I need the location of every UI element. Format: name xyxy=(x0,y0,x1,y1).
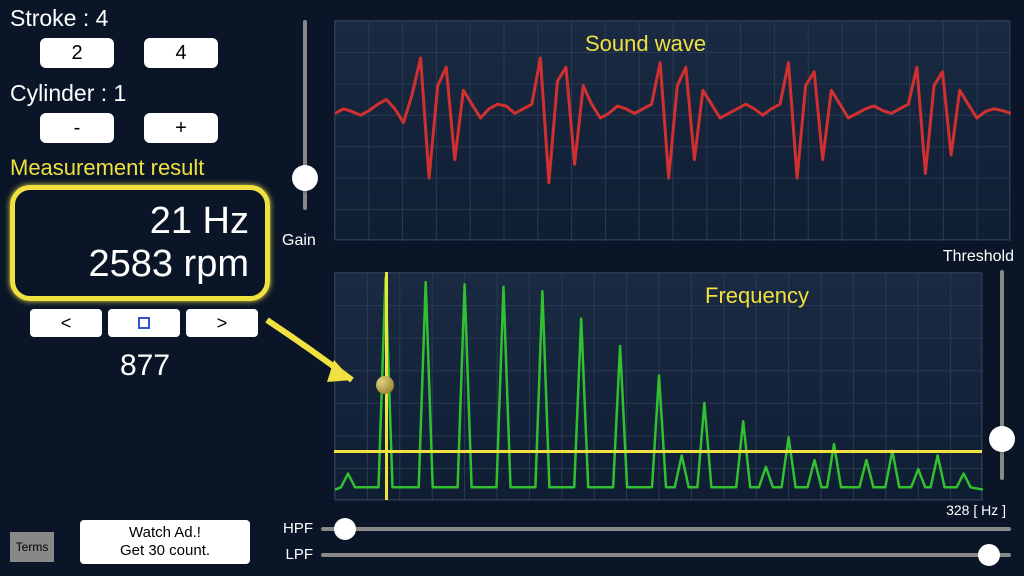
stop-icon xyxy=(138,317,150,329)
frequency-chart: Frequency xyxy=(334,272,982,500)
terms-button[interactable]: Terms xyxy=(10,532,54,562)
hpf-knob[interactable] xyxy=(334,518,356,540)
stop-button[interactable] xyxy=(108,309,180,337)
frequency-title: Frequency xyxy=(705,283,809,309)
ad-line1: Watch Ad.! xyxy=(83,524,247,542)
result-hz: 21 Hz xyxy=(31,200,249,243)
hpf-label: HPF xyxy=(275,520,313,537)
cylinder-label: Cylinder : 1 xyxy=(10,80,280,107)
sound-wave-title: Sound wave xyxy=(585,31,706,57)
stroke-4-button[interactable]: 4 xyxy=(144,38,218,68)
result-rpm: 2583 rpm xyxy=(31,243,249,286)
lpf-slider[interactable] xyxy=(321,553,1011,557)
cylinder-minus-button[interactable]: - xyxy=(40,113,114,143)
result-title: Measurement result xyxy=(10,155,280,181)
ad-line2: Get 30 count. xyxy=(83,542,247,560)
stroke-label: Stroke : 4 xyxy=(10,5,280,32)
threshold-slider[interactable] xyxy=(992,270,1012,490)
hpf-slider[interactable] xyxy=(321,527,1011,531)
cylinder-plus-button[interactable]: + xyxy=(144,113,218,143)
prev-button[interactable]: < xyxy=(30,309,102,337)
lpf-label: LPF xyxy=(275,546,313,563)
next-button[interactable]: > xyxy=(186,309,258,337)
gain-knob[interactable] xyxy=(292,165,318,191)
gain-slider[interactable] xyxy=(295,20,315,220)
threshold-label: Threshold xyxy=(943,248,1014,266)
watch-ad-button[interactable]: Watch Ad.! Get 30 count. xyxy=(80,520,250,564)
frequency-marker-dot xyxy=(376,376,394,394)
lpf-knob[interactable] xyxy=(978,544,1000,566)
stroke-2-button[interactable]: 2 xyxy=(40,38,114,68)
count-value: 877 xyxy=(10,349,280,383)
frequency-threshold-line xyxy=(334,450,982,453)
sound-wave-chart: Sound wave xyxy=(334,20,1010,240)
threshold-knob[interactable] xyxy=(989,426,1015,452)
frequency-axis-max: 328 [ Hz ] xyxy=(946,502,1006,518)
result-box: 21 Hz 2583 rpm xyxy=(10,185,270,301)
gain-label: Gain xyxy=(282,232,316,250)
